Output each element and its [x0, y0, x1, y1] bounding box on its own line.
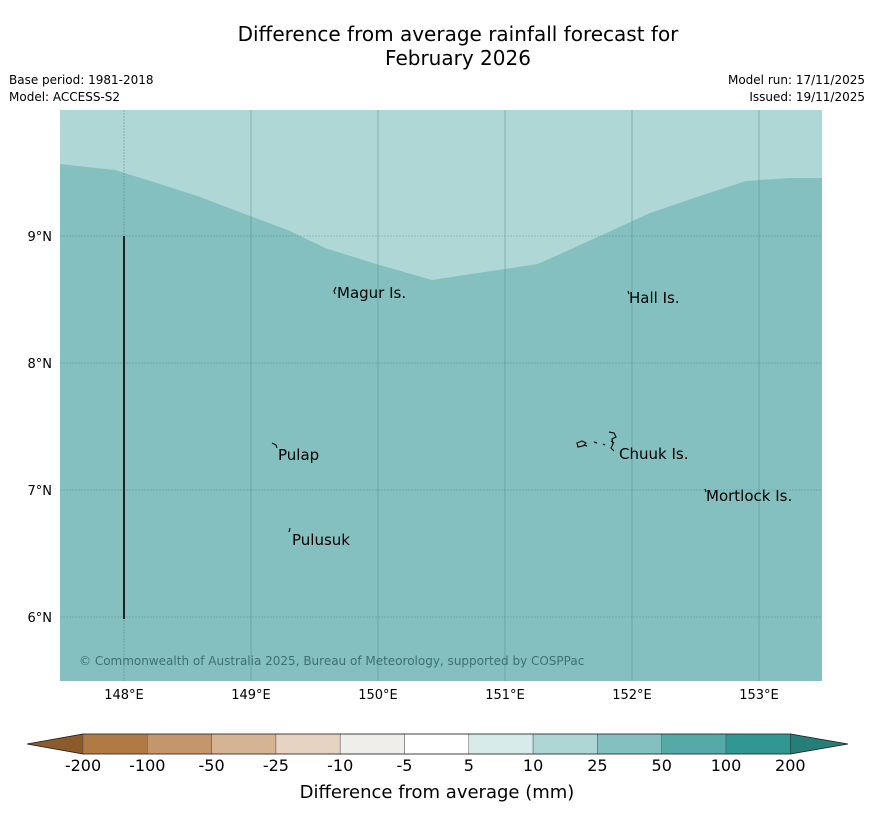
island-chuuk — [576, 431, 617, 452]
model-run-text: Model run: 17/11/2025 — [727, 73, 865, 87]
island-mortlock — [704, 488, 707, 493]
colorbar-title: Difference from average (mm) — [300, 782, 575, 803]
lon-label-152: 152°E — [612, 688, 652, 703]
lat-label-6: 6°N — [28, 611, 53, 626]
place-magur: Magur Is. — [337, 284, 406, 302]
cb-label-4: -10 — [327, 756, 353, 775]
lat-label-9: 9°N — [28, 230, 53, 245]
colorbar-segment — [339, 733, 405, 755]
lon-label-148: 148°E — [104, 688, 144, 703]
cb-label-9: 50 — [652, 756, 672, 775]
meta-left: Base period: 1981-2018 Model: ACCESS-S2 — [9, 72, 154, 106]
colorbar-segment — [275, 733, 341, 755]
rainfall-band-10-25 — [60, 110, 822, 280]
cb-label-7: 10 — [523, 756, 543, 775]
cb-label-2: -50 — [199, 756, 225, 775]
cb-label-3: -25 — [263, 756, 289, 775]
colorbar-outline — [26, 733, 849, 755]
lon-label-149: 149°E — [231, 688, 271, 703]
model-text: Model: ACCESS-S2 — [9, 90, 121, 104]
island-magur — [333, 286, 337, 295]
colorbar-segment — [597, 733, 662, 755]
lon-label-151: 151°E — [485, 688, 525, 703]
cb-label-0: -200 — [65, 756, 101, 775]
colorbar-segment — [725, 733, 791, 755]
cb-label-5: -5 — [397, 756, 413, 775]
colorbar-segment — [147, 733, 212, 755]
issued-text: Issued: 19/11/2025 — [749, 90, 865, 104]
copyright-notice: © Commonwealth of Australia 2025, Bureau… — [79, 654, 584, 668]
colorbar-segments — [26, 733, 849, 755]
cb-label-1: -100 — [129, 756, 165, 775]
place-pulap: Pulap — [278, 446, 319, 464]
island-hall — [627, 290, 630, 295]
lon-label-150: 150°E — [358, 688, 398, 703]
place-mortlock: Mortlock Is. — [706, 487, 792, 505]
title-line-2: February 2026 — [385, 46, 531, 70]
island-pulusuk — [288, 527, 291, 533]
cb-label-8: 25 — [587, 756, 607, 775]
islands — [271, 286, 707, 533]
colorbar-segment — [404, 733, 470, 755]
island-pulap — [271, 442, 278, 449]
colorbar-segment — [211, 733, 277, 755]
cb-label-6: 5 — [464, 756, 474, 775]
title-line-1: Difference from average rainfall forecas… — [237, 22, 679, 46]
meta-right: Model run: 17/11/2025 Issued: 19/11/2025 — [728, 72, 865, 106]
place-hall: Hall Is. — [629, 289, 680, 307]
lat-label-7: 7°N — [28, 484, 53, 499]
chart-title: Difference from average rainfall forecas… — [0, 22, 873, 70]
lon-label-153: 153°E — [739, 688, 779, 703]
place-chuuk: Chuuk Is. — [619, 445, 688, 463]
cb-label-11: 200 — [775, 756, 806, 775]
colorbar-segment — [661, 733, 727, 755]
colorbar-extend-high — [789, 733, 849, 755]
graticule — [60, 110, 822, 681]
place-pulusuk: Pulusuk — [292, 531, 350, 549]
base-period-text: Base period: 1981-2018 — [9, 73, 154, 87]
lat-label-8: 8°N — [28, 357, 53, 372]
colorbar-extend-low — [26, 733, 84, 755]
cb-label-10: 100 — [711, 756, 742, 775]
colorbar-segment — [468, 733, 534, 755]
colorbar-segment — [532, 733, 598, 755]
colorbar-segment — [82, 733, 148, 755]
colorbar-labels: -200 -100 -50 -25 -10 -5 5 10 25 50 100 … — [65, 756, 806, 775]
